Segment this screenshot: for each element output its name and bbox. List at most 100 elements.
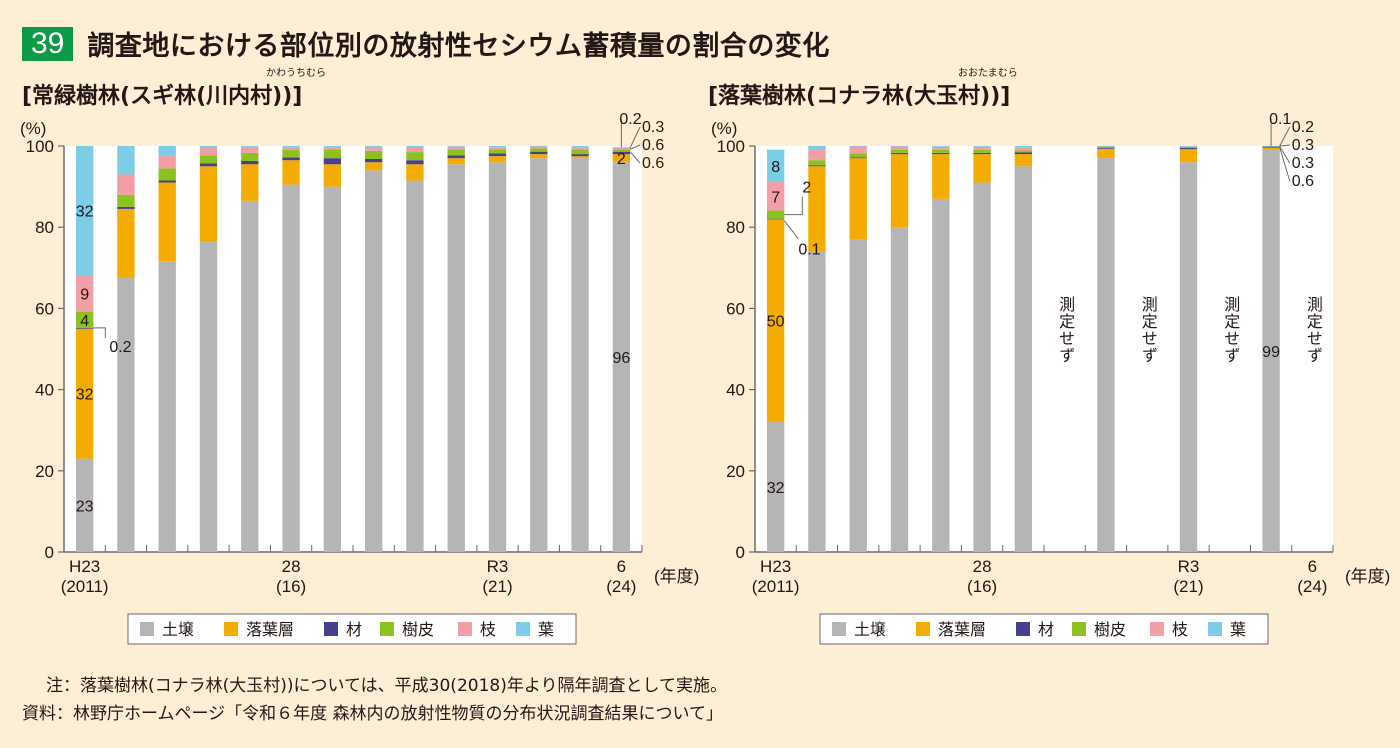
- data-label: 50: [767, 314, 785, 331]
- bar-segment-葉-2024: [612, 147, 631, 149]
- legend-swatch-土壌: [140, 622, 154, 636]
- bar-segment-落葉層-2019: [1097, 148, 1115, 159]
- bar-segment-枝-2016: [973, 146, 991, 150]
- bar-segment-葉-2013: [158, 146, 176, 157]
- bar-segment-材-2019: [1097, 148, 1115, 149]
- bar-segment-材-2016: [973, 152, 991, 155]
- bar-segment-材-2012: [117, 206, 135, 209]
- legend-label: 枝: [480, 620, 496, 639]
- bar-segment-枝-2016: [282, 147, 300, 151]
- x-tick-label-bottom: (16): [276, 577, 306, 596]
- bar-segment-落葉層-2012: [117, 208, 135, 278]
- bar-segment-材-2011: [75, 327, 94, 329]
- bar-segment-落葉層-2024: [612, 154, 631, 163]
- callout-line: [93, 327, 106, 338]
- bar-segment-葉-2018: [364, 146, 383, 149]
- note-text: 注：落葉樹林(コナラ林(大玉村))については、平成30(2018)年より隔年調査…: [46, 676, 727, 696]
- legend-frame: [127, 613, 577, 645]
- figure-title: 調査地における部位別の放射性セシウム蓄積量の割合の変化: [87, 31, 830, 62]
- bar-segment-樹皮-2021: [1179, 146, 1198, 149]
- figure-number: 39: [22, 26, 74, 61]
- bar-segment-落葉層-2013: [849, 158, 867, 240]
- bar-segment-枝-2011: [766, 182, 785, 211]
- bar-segment-材-2015: [241, 161, 259, 165]
- bar-segment-材-2024: [612, 151, 631, 155]
- bar-segment-土壌-2014: [890, 227, 909, 552]
- bar-segment-枝-2015: [932, 146, 950, 150]
- data-label: 23: [76, 498, 94, 515]
- bar-segment-土壌-2015: [241, 200, 259, 552]
- bar-segment-葉-2015: [241, 146, 259, 147]
- bar-segment-土壌-2013: [849, 239, 867, 552]
- bar-segment-材-2013: [158, 180, 176, 183]
- notes: 注：落葉樹林(コナラ林(大玉村))については、平成30(2018)年より隔年調査…: [22, 672, 727, 728]
- bar-segment-枝-2022: [530, 146, 548, 149]
- legend-swatch-材: [1016, 622, 1030, 636]
- bar-segment-落葉層-2011: [766, 219, 785, 423]
- legend-swatch-土壌: [832, 622, 846, 636]
- bar-segment-葉-2013: [849, 146, 867, 147]
- callout-label: 0.3: [1292, 155, 1314, 172]
- callout-line: [783, 220, 799, 239]
- y-axis-label: (%): [20, 119, 46, 138]
- bar-segment-材-2014: [890, 152, 909, 155]
- bar-segment-樹皮-2015: [241, 152, 259, 162]
- bar-segment-土壌-2021: [488, 162, 507, 553]
- x-tick-label-bottom: (24): [606, 577, 636, 596]
- bar-segment-落葉層-2014: [890, 154, 909, 228]
- callout-label: 0.3: [642, 119, 664, 136]
- y-tick-label: 60: [35, 299, 54, 318]
- bar-segment-土壌-2017: [323, 186, 342, 552]
- not-measured-label: 測定せず: [1221, 296, 1240, 364]
- data-label: 8: [771, 159, 780, 176]
- callout-label: 0.1: [798, 242, 820, 259]
- bar-segment-落葉層-2021: [1179, 149, 1198, 163]
- not-measured-label: 測定せず: [1056, 296, 1075, 364]
- bar-segment-葉-2014: [890, 146, 909, 147]
- legend-swatch-落葉層: [916, 622, 930, 636]
- bar-segment-樹皮-2014: [199, 155, 218, 164]
- bar-segment-落葉層-2013: [158, 182, 176, 262]
- callout-label: 0.6: [1292, 173, 1314, 190]
- x-tick-label-top: 6: [1308, 557, 1317, 576]
- bar-segment-枝-2014: [199, 148, 218, 156]
- bar-segment-樹皮-2016: [973, 149, 991, 153]
- bar-segment-落葉層-2018: [364, 162, 383, 171]
- bar-segment-樹皮-2013: [849, 153, 867, 158]
- plot-area: [64, 146, 642, 552]
- y-tick-label: 20: [35, 462, 54, 481]
- bar-segment-樹皮-2015: [932, 149, 950, 153]
- bar-segment-落葉層-2020: [447, 158, 465, 165]
- legend-label: 葉: [1230, 620, 1246, 639]
- bar-segment-樹皮-2011: [766, 210, 785, 219]
- bar-segment-枝-2024: [612, 148, 631, 150]
- bar-segment-落葉層-2015: [932, 154, 950, 199]
- y-tick-label: 0: [45, 543, 54, 562]
- data-label: 2: [617, 151, 626, 168]
- bar-segment-材-2019: [406, 160, 424, 165]
- y-tick-label: 100: [26, 137, 54, 156]
- y-tick-label: 60: [726, 299, 745, 318]
- bar-segment-落葉層-2017: [323, 164, 342, 187]
- bar-segment-落葉層-2023: [1262, 147, 1280, 151]
- bar-segment-土壌-2017: [1014, 166, 1033, 553]
- bar-segment-枝-2015: [241, 146, 259, 153]
- bar-segment-葉-2021: [488, 146, 507, 148]
- data-label: 7: [771, 189, 780, 206]
- x-tick-label-top: 28: [973, 557, 992, 576]
- bar-segment-土壌-2016: [973, 182, 991, 553]
- callout-label: 0.6: [642, 137, 664, 154]
- bar-segment-土壌-2011: [766, 422, 785, 552]
- chart-panel-1: 020406080100(%)H23(2011)28(16)R3(21)6(24…: [711, 111, 1390, 645]
- legend-swatch-樹皮: [380, 622, 394, 636]
- bar-segment-樹皮-2019: [406, 152, 424, 161]
- bar-segment-材-2014: [199, 163, 218, 167]
- callout-label: 2: [802, 180, 811, 197]
- legend-swatch-枝: [458, 622, 472, 636]
- legend-label: 樹皮: [402, 620, 434, 639]
- bar-segment-葉-2019: [406, 146, 424, 149]
- bar-segment-材-2016: [282, 157, 300, 161]
- plot-area: [755, 146, 1333, 552]
- bar-segment-樹皮-2020: [447, 149, 465, 156]
